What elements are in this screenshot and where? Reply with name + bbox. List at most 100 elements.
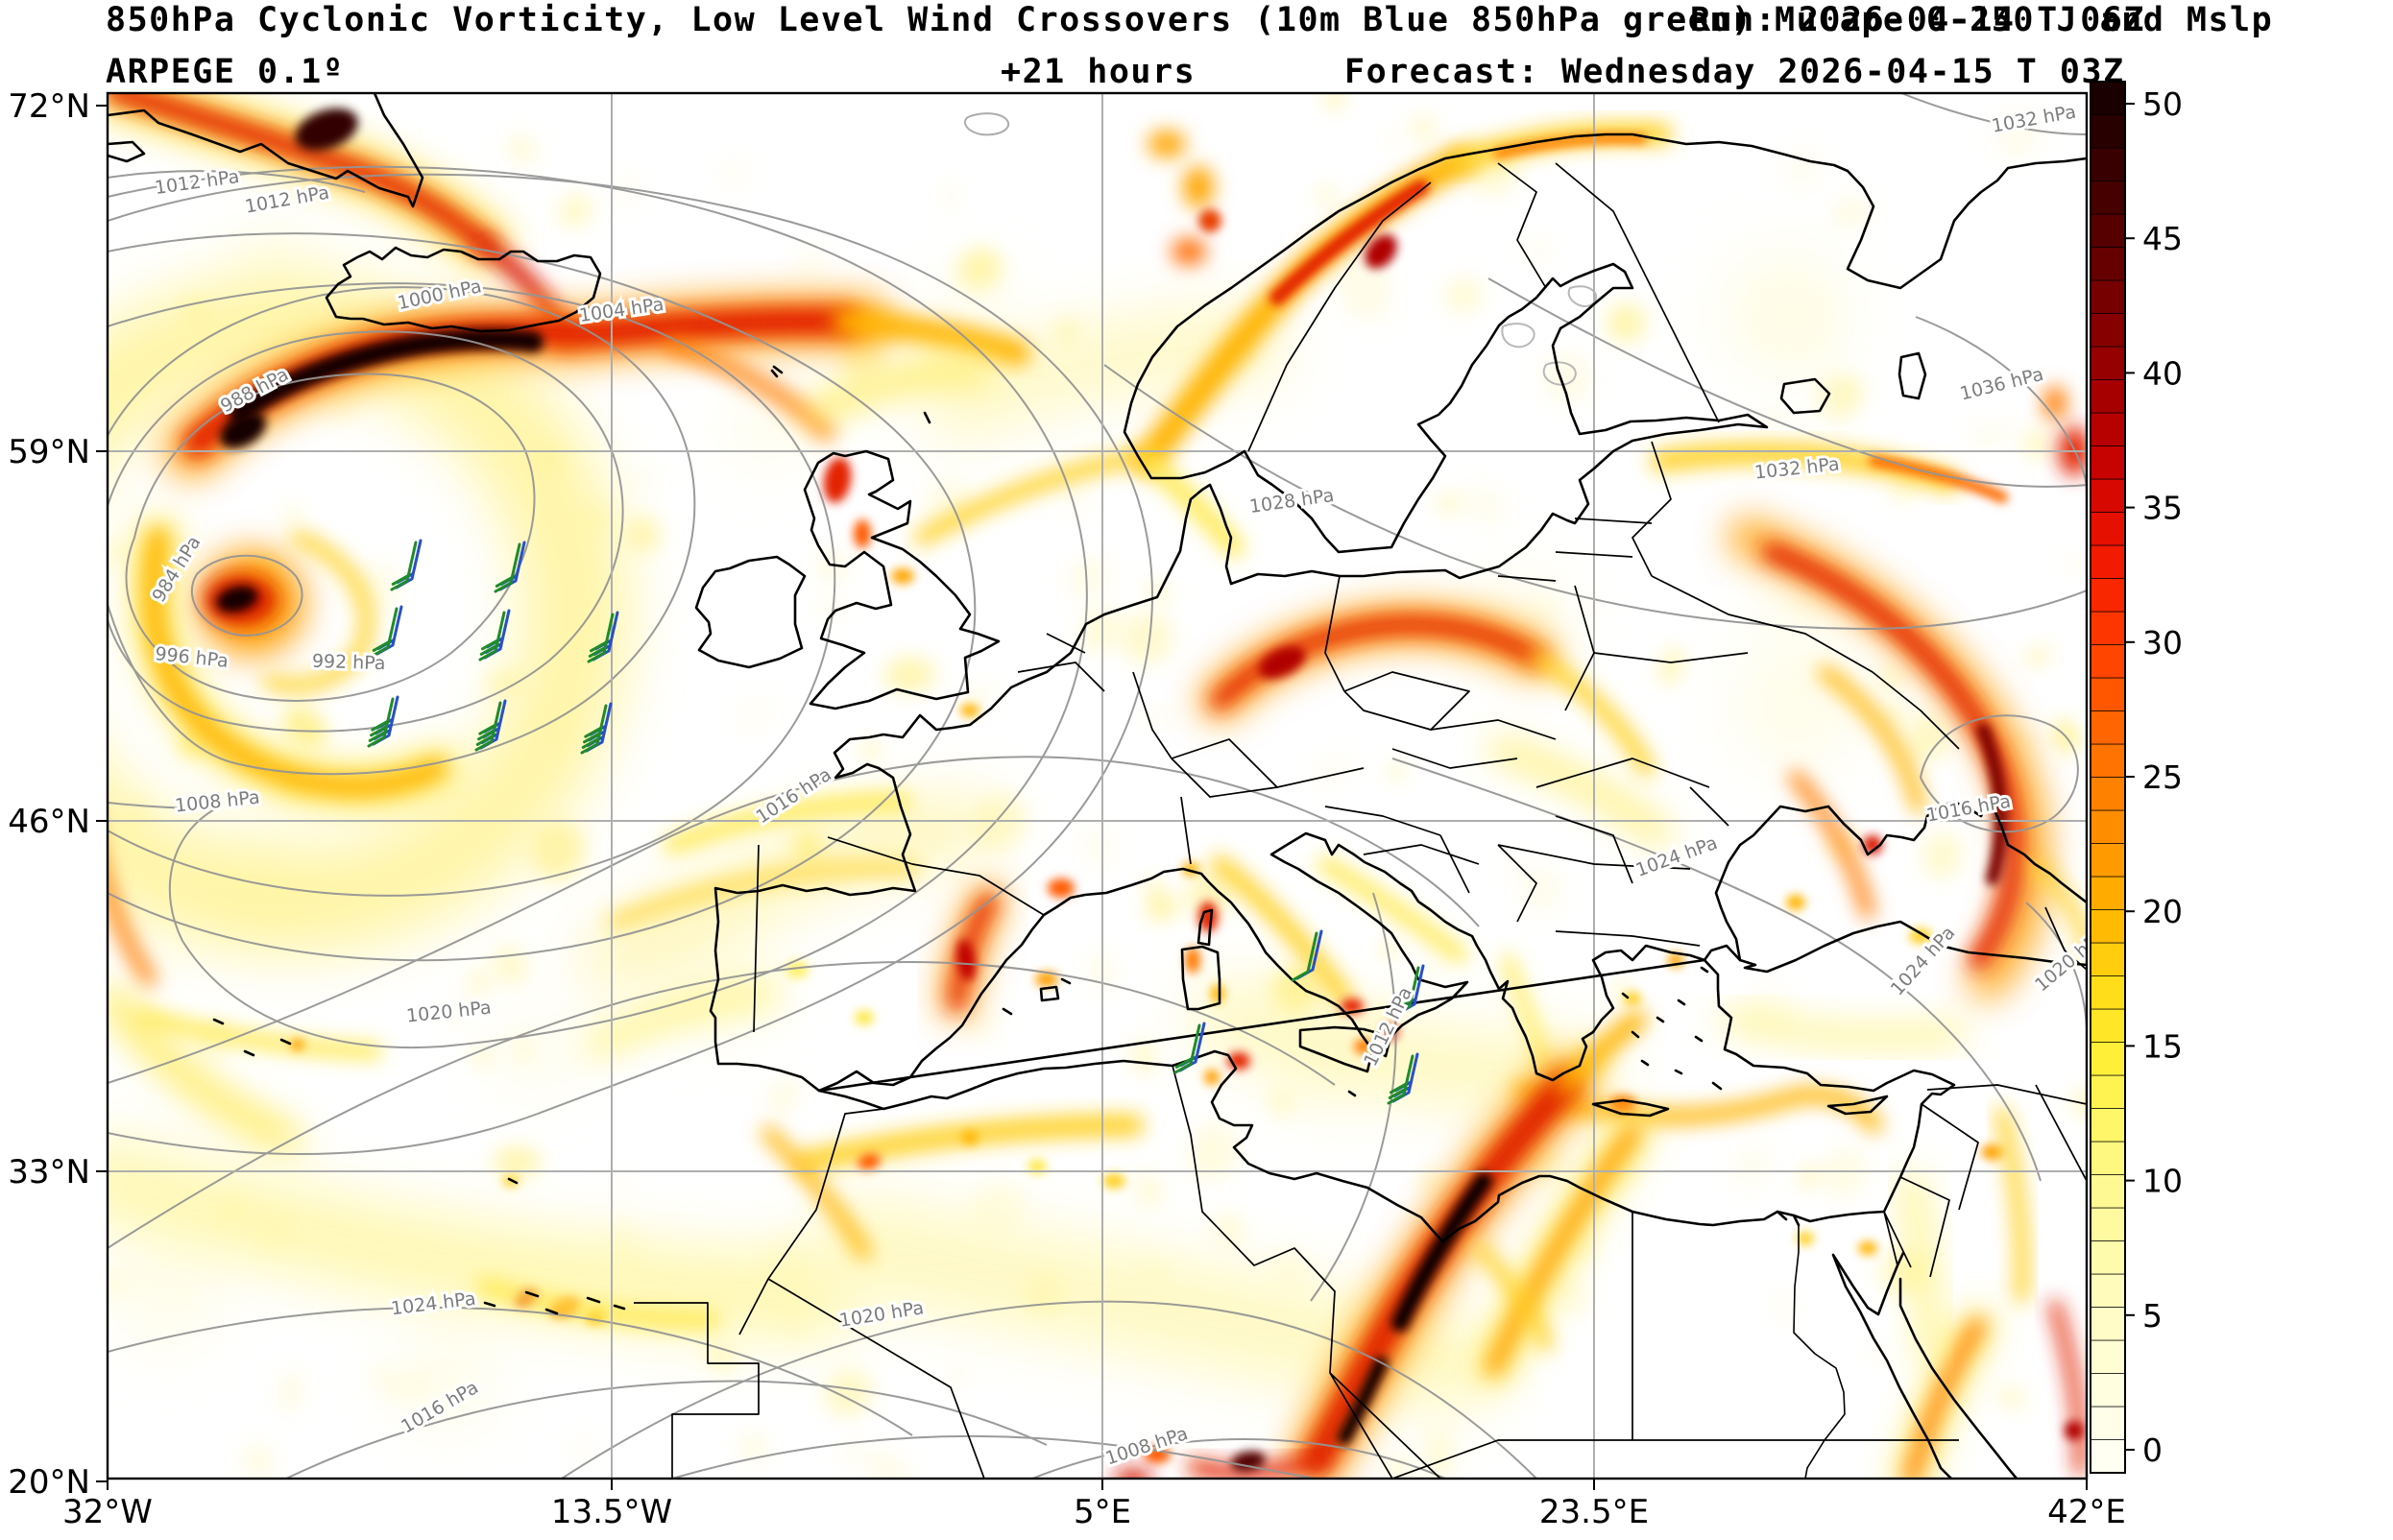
country-borders	[634, 162, 2087, 1479]
vorticity-speckle	[557, 194, 593, 228]
colorbar-segment	[2090, 180, 2126, 215]
colorbar-segment	[2090, 81, 2126, 115]
colorbar-segment	[2090, 1008, 2126, 1043]
vorticity-speckle	[1425, 1429, 1454, 1479]
colorbar-segment	[2090, 313, 2126, 348]
colorbar-segment	[2090, 909, 2126, 944]
vorticity-wash	[492, 1012, 576, 1096]
wind-barb-pair	[1173, 1022, 1206, 1074]
wind-crossover-barbs	[367, 539, 1425, 1105]
vorticity-speckle	[1782, 147, 1825, 191]
colorbar-segment	[2090, 1406, 2126, 1440]
vorticity-speckle	[1187, 1122, 1239, 1183]
coastlines	[108, 93, 2087, 1479]
vorticity-speckle	[1437, 493, 1462, 515]
vorticity-speckle	[1525, 238, 1552, 262]
vorticity-speckle	[1146, 878, 1161, 897]
vorticity-speckle	[1461, 483, 1510, 527]
vorticity-speckle	[1120, 612, 1173, 665]
vorticity-speckle	[275, 1371, 306, 1413]
vorticity-speckle	[467, 967, 491, 998]
wind-barb-pair	[1291, 929, 1323, 982]
y-axis-tick-label: 20°N	[8, 1463, 90, 1502]
colorbar-segment	[2090, 346, 2126, 380]
vorticity-speckle	[1994, 110, 2041, 160]
graticule-grid-lines	[108, 93, 2087, 1479]
vorticity-speckle	[1410, 114, 1438, 142]
colorbar-segment	[2090, 1174, 2126, 1209]
forecast-valid-label: Forecast: Wednesday 2026-04-15 T 03Z	[1344, 53, 2125, 91]
x-axis-tick-label: 5°E	[1074, 1493, 1131, 1531]
colorbar-segment	[2090, 809, 2126, 844]
wind-barb	[390, 541, 418, 591]
wind-barb-pair	[494, 541, 526, 593]
colorbar-segment	[2090, 942, 2126, 976]
vorticity-speckle	[1998, 1386, 2026, 1408]
colorbar-tick-label: 30	[2142, 624, 2183, 662]
vorticity-speckle	[611, 1169, 633, 1202]
colorbar-segment	[2090, 478, 2126, 513]
vorticity-speckle	[720, 159, 749, 190]
x-axis-tick-label: 13.5°W	[551, 1493, 672, 1531]
vorticity-speckle	[108, 541, 125, 565]
vorticity-speckle	[2067, 558, 2087, 572]
vorticity-speckle	[1506, 856, 1530, 879]
vorticity-speckle	[962, 1007, 1001, 1043]
colorbar-segment	[2090, 743, 2126, 778]
isobar-label: 1008 hPa	[1103, 1423, 1191, 1469]
wind-barb	[367, 697, 395, 748]
vorticity-speckle	[1577, 1233, 1597, 1265]
wind-barb	[371, 607, 399, 658]
vorticity-speckle	[1552, 1272, 1591, 1319]
wind-barb	[587, 613, 615, 663]
wind-barb-pair	[371, 605, 403, 658]
vorticity-speckle	[492, 1146, 542, 1177]
colorbar-segment	[2090, 710, 2126, 745]
vorticity-speckle	[1130, 1038, 1156, 1075]
vorticity-speckle	[1186, 872, 1231, 921]
vorticity-speckle	[151, 963, 171, 981]
colorbar-segment	[2090, 1339, 2126, 1374]
vorticity-speckle	[1541, 351, 1593, 403]
vorticity-speckle	[703, 1342, 738, 1372]
colorbar-segment	[2090, 279, 2126, 314]
colorbar-segment	[2090, 1439, 2126, 1474]
vorticity-speckle	[1892, 474, 1916, 503]
vorticity-speckle	[282, 504, 302, 524]
wind-barb-pair	[1387, 1052, 1419, 1105]
colorbar-segment	[2090, 1373, 2126, 1408]
vorticity-speckle	[824, 1369, 873, 1417]
wind-barb	[474, 701, 502, 752]
wind-barb	[1291, 931, 1318, 982]
isobar-label: 1008 hPa	[174, 786, 261, 816]
vorticity-wash	[393, 1330, 498, 1435]
colorbar-segment	[2090, 644, 2126, 679]
colorbar-segment	[2090, 1108, 2126, 1143]
lead-time-label: +21 hours	[1001, 53, 1196, 91]
colorbar-tick-label: 40	[2142, 354, 2183, 392]
vorticity-speckle	[766, 1078, 801, 1114]
vorticity-speckle	[2022, 429, 2052, 459]
vorticity-wash	[1716, 245, 1847, 376]
vorticity-speckle	[2022, 646, 2052, 666]
vorticity-speckle	[282, 706, 327, 748]
x-axis-tick-label: 32°W	[62, 1493, 153, 1531]
wind-barb	[1392, 966, 1420, 1017]
colorbar-segment	[2090, 1273, 2126, 1308]
isobar-label: 1036 hPa	[1958, 364, 2045, 405]
vorticity-speckle	[1384, 132, 1401, 149]
colorbar-segment	[2090, 677, 2126, 711]
vorticity-speckle	[626, 517, 661, 553]
vorticity-speckle	[1444, 277, 1483, 314]
mslp-isobars	[108, 93, 2087, 1479]
vorticity-speckle	[817, 594, 844, 620]
isobar-label: 992 hPa	[312, 651, 386, 675]
vorticity-speckle	[1381, 941, 1397, 957]
y-axis-tick-label: 46°N	[8, 803, 90, 841]
vorticity-speckle	[1771, 1290, 1798, 1323]
vorticity-speckle	[569, 1434, 593, 1461]
colorbar-segment	[2090, 147, 2126, 181]
vorticity-shading-field	[108, 93, 2087, 1479]
vorticity-speckle	[1220, 1215, 1245, 1246]
